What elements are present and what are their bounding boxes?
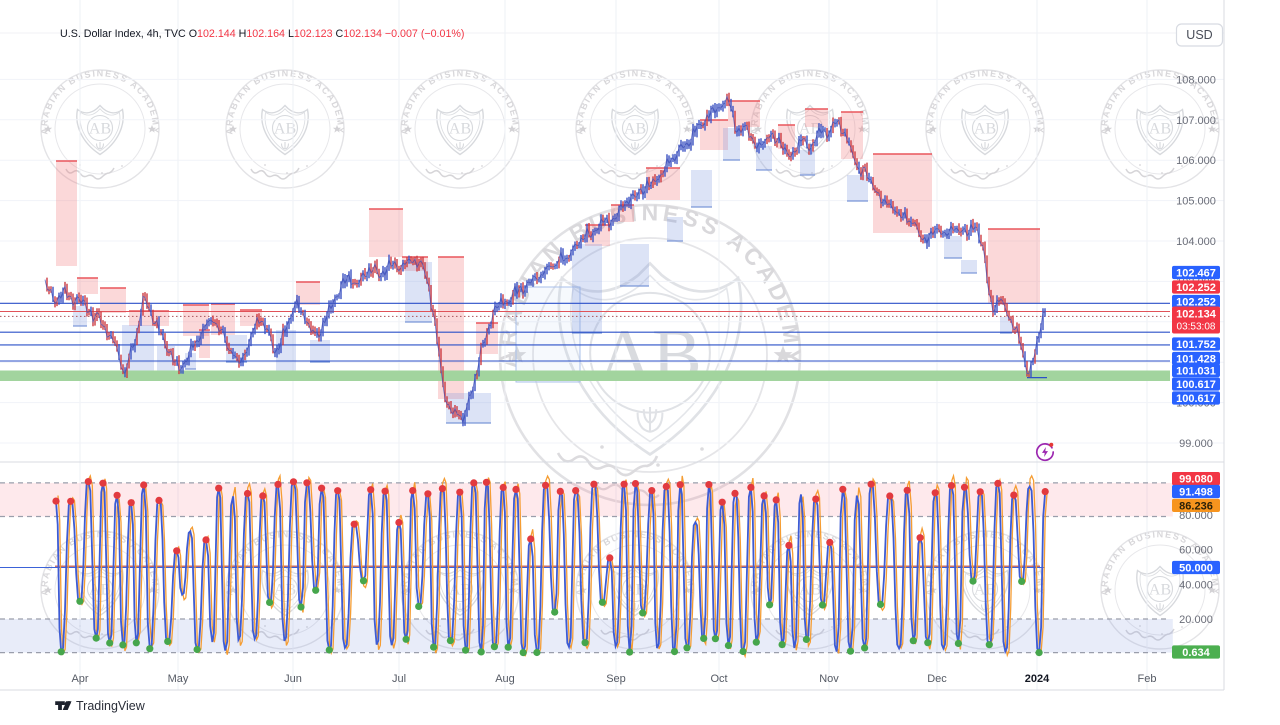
svg-text:20.000: 20.000 xyxy=(1179,614,1213,626)
svg-text:AB: AB xyxy=(449,121,471,138)
svg-text:50.000: 50.000 xyxy=(1179,563,1213,575)
svg-text:102.252: 102.252 xyxy=(1176,297,1216,309)
svg-text:101.752: 101.752 xyxy=(1176,339,1216,351)
svg-text:102.252: 102.252 xyxy=(1176,282,1216,294)
svg-text:USD: USD xyxy=(1186,28,1212,42)
svg-text:AB: AB xyxy=(1149,582,1171,599)
svg-text:AB: AB xyxy=(598,315,702,397)
svg-text:AB: AB xyxy=(974,121,996,138)
svg-text:60.000: 60.000 xyxy=(1179,545,1213,557)
svg-text:0.634: 0.634 xyxy=(1182,647,1210,659)
svg-text:Sep: Sep xyxy=(606,673,626,685)
svg-text:102.467: 102.467 xyxy=(1176,268,1216,280)
svg-text:91.498: 91.498 xyxy=(1179,487,1213,499)
svg-text:40.000: 40.000 xyxy=(1179,579,1213,591)
svg-text:101.428: 101.428 xyxy=(1176,354,1216,366)
svg-text:AB: AB xyxy=(1149,121,1171,138)
svg-text:Aug: Aug xyxy=(495,673,515,685)
svg-text:99.000: 99.000 xyxy=(1179,438,1213,450)
svg-text:U.S. Dollar Index, 4h, TVC O10: U.S. Dollar Index, 4h, TVC O102.144 H102… xyxy=(60,28,464,40)
svg-text:105.000: 105.000 xyxy=(1176,196,1216,208)
svg-text:TradingView: TradingView xyxy=(76,699,146,713)
svg-text:AB: AB xyxy=(274,121,296,138)
svg-text:AB: AB xyxy=(449,582,471,599)
svg-text:80.000: 80.000 xyxy=(1179,510,1213,522)
svg-text:Jul: Jul xyxy=(392,673,406,685)
svg-text:Feb: Feb xyxy=(1138,673,1157,685)
svg-text:100.617: 100.617 xyxy=(1176,393,1216,405)
svg-text:May: May xyxy=(168,673,189,685)
svg-text:108.000: 108.000 xyxy=(1176,74,1216,86)
svg-text:AB: AB xyxy=(89,121,111,138)
svg-text:Apr: Apr xyxy=(71,673,88,685)
svg-text:101.031: 101.031 xyxy=(1176,366,1216,378)
svg-text:Jun: Jun xyxy=(284,673,302,685)
svg-text:03:53:08: 03:53:08 xyxy=(1177,322,1216,333)
svg-text:104.000: 104.000 xyxy=(1176,236,1216,248)
svg-text:86.236: 86.236 xyxy=(1179,500,1213,512)
svg-text:AB: AB xyxy=(799,121,821,138)
svg-text:100.617: 100.617 xyxy=(1176,379,1216,391)
svg-text:AB: AB xyxy=(624,121,646,138)
svg-text:Oct: Oct xyxy=(710,673,727,685)
svg-text:102.134: 102.134 xyxy=(1176,309,1217,321)
svg-text:Nov: Nov xyxy=(819,673,839,685)
svg-text:106.000: 106.000 xyxy=(1176,155,1216,167)
svg-text:99.080: 99.080 xyxy=(1179,474,1213,486)
svg-text:2024: 2024 xyxy=(1025,673,1050,685)
svg-text:107.000: 107.000 xyxy=(1176,115,1216,127)
svg-text:Dec: Dec xyxy=(927,673,947,685)
